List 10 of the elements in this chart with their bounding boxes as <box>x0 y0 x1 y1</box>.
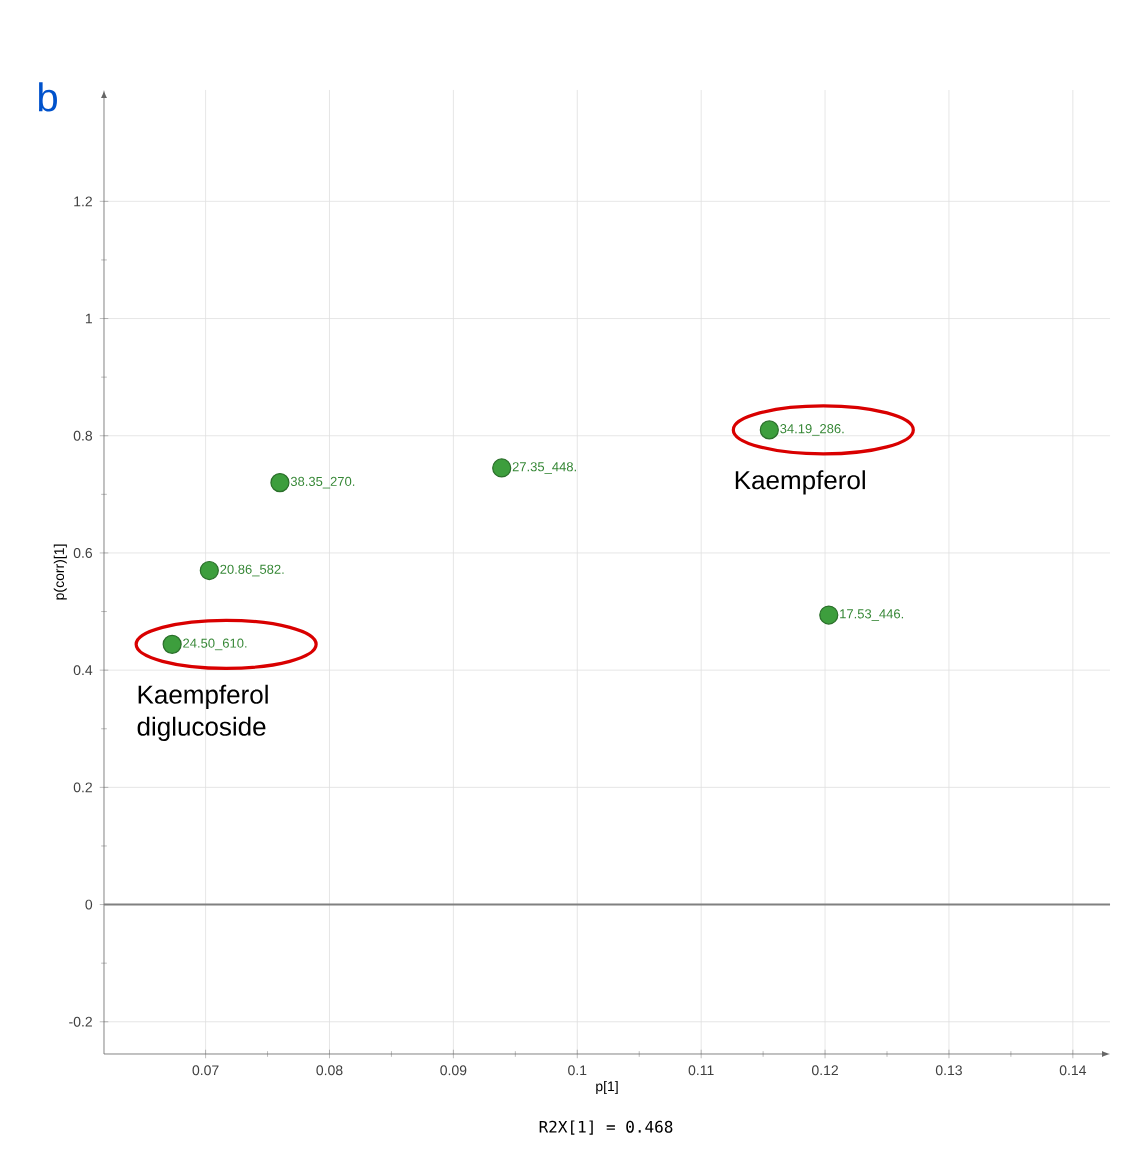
point <box>270 473 290 493</box>
annotation: Kaempferol <box>735 470 865 495</box>
text: R2X[1] = 0.468 <box>539 1120 673 1135</box>
annotation: Kaempferol diglucoside <box>137 684 268 741</box>
point <box>819 605 839 625</box>
point <box>162 634 182 654</box>
point <box>199 560 219 581</box>
point <box>492 458 512 478</box>
chart-title: b <box>38 82 57 112</box>
point <box>759 420 779 440</box>
